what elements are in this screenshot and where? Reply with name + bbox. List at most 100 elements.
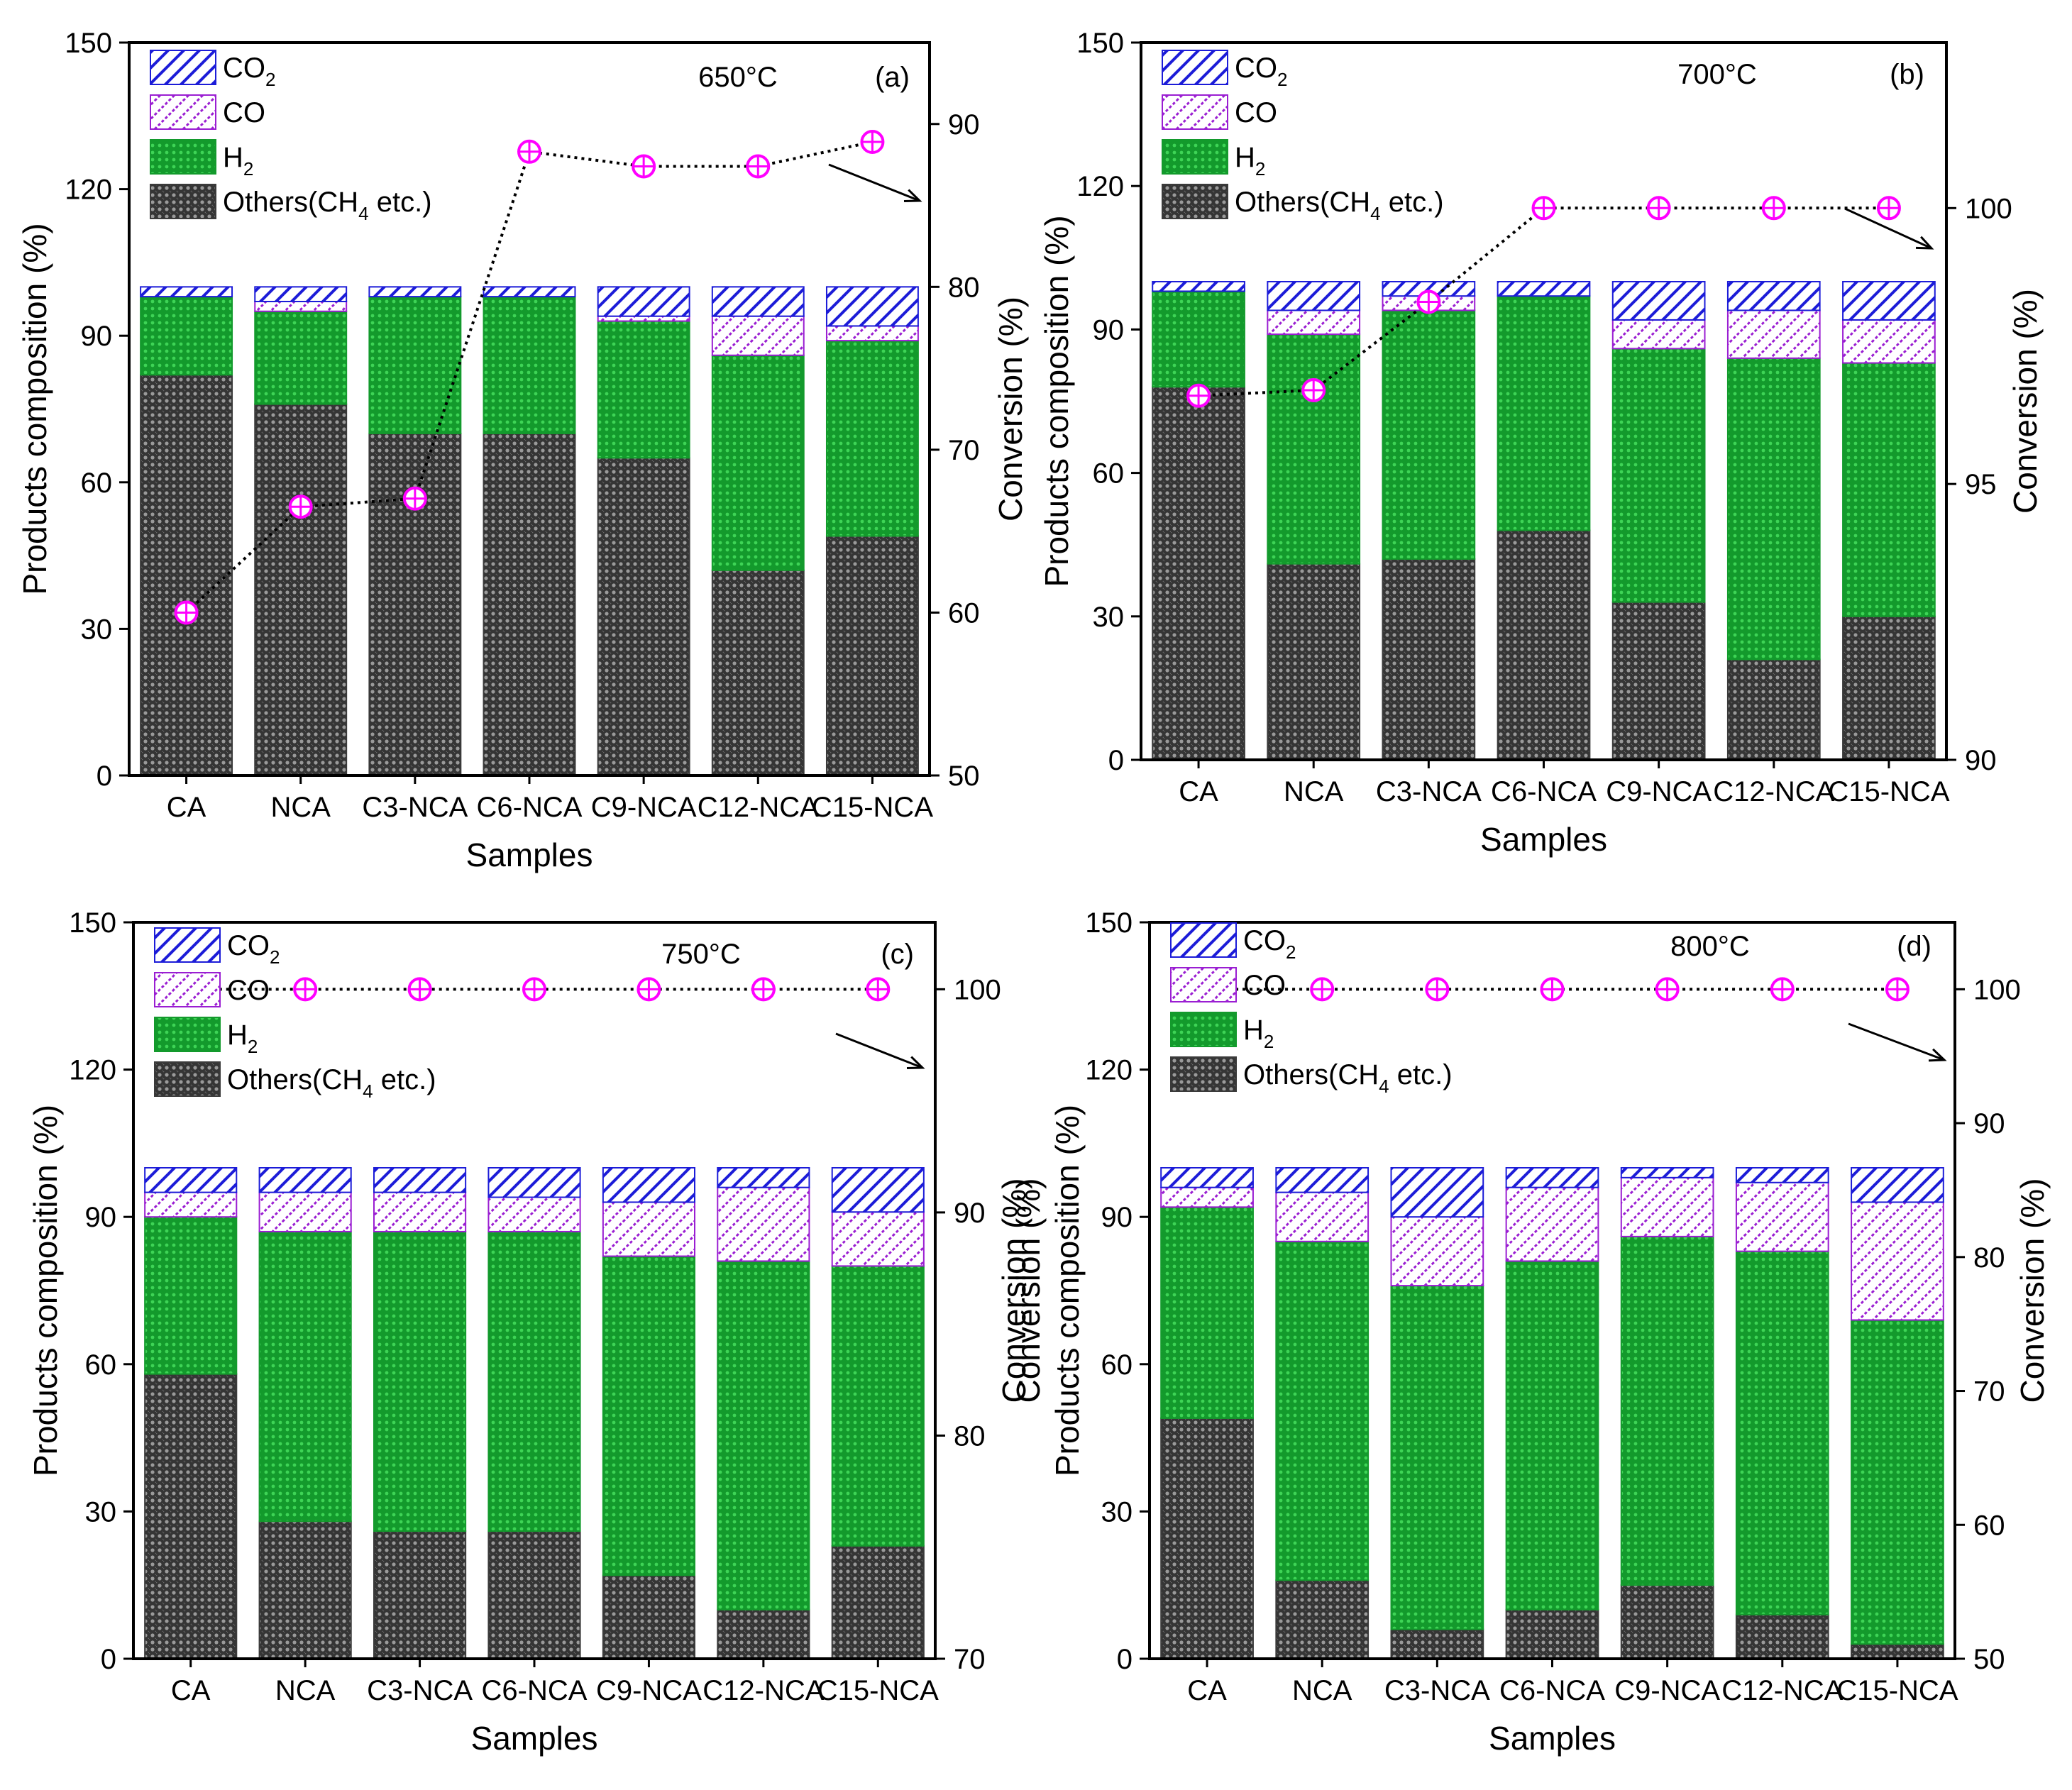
bar-h2-C3-NCA	[373, 1230, 467, 1532]
y-tick-label: 120	[1085, 1055, 1133, 1086]
x-tick-label: C6-NCA	[1491, 776, 1597, 807]
x-tick-label: NCA	[1284, 776, 1344, 807]
axis-arrow	[1848, 1022, 1945, 1061]
legend-label-h2: H2	[227, 1020, 258, 1057]
x-tick-label: C15-NCA	[1828, 776, 1949, 807]
conversion-marker-C3-NCA	[1416, 289, 1441, 314]
legend-label-co: CO	[1243, 970, 1286, 1001]
bar-h2-C9-NCA	[1620, 1235, 1714, 1586]
legend-label-others: Others(CH4 etc.)	[223, 187, 432, 224]
legend-swatch-h2	[150, 139, 216, 175]
bar-co2-NCA	[258, 1167, 352, 1193]
legend-label-h2: H2	[223, 142, 253, 179]
bar-co2-C9-NCA	[602, 1167, 695, 1203]
legend-swatch-co2	[150, 50, 216, 85]
panel-label: (b)	[1890, 59, 1924, 90]
bar-co-NCA	[254, 300, 348, 312]
y2-tick-label: 95	[1965, 469, 1997, 500]
legend-swatch-others	[154, 1061, 221, 1097]
bar-co-CA	[1160, 1186, 1254, 1208]
conversion-marker-C15-NCA	[1876, 196, 1901, 221]
conversion-marker-C9-NCA	[632, 154, 656, 179]
bar-others-C15-NCA	[825, 535, 919, 776]
bar-others-NCA	[1275, 1579, 1370, 1660]
axis-arrow-head	[1928, 1048, 1947, 1062]
x-tick-label: C9-NCA	[596, 1675, 702, 1706]
conversion-marker-C3-NCA	[407, 977, 432, 1002]
bar-co-C12-NCA	[711, 315, 805, 356]
bar-co-C3-NCA	[1390, 1216, 1484, 1287]
bar-co2-C15-NCA	[825, 286, 919, 327]
x-axis-label: Samples	[1489, 1720, 1616, 1757]
conversion-marker-C3-NCA	[402, 486, 427, 511]
y-tick-label: 150	[69, 907, 116, 939]
legend-label-co: CO	[1235, 97, 1277, 128]
bar-h2-C3-NCA	[1382, 309, 1476, 560]
bar-h2-C9-NCA	[597, 320, 690, 459]
y-axis-label: Products composition (%)	[27, 1105, 64, 1476]
bar-co2-C15-NCA	[1842, 281, 1936, 321]
conversion-marker-C9-NCA	[1655, 977, 1680, 1002]
x-tick-label: C6-NCA	[482, 1675, 588, 1706]
legend-label-others: Others(CH4 etc.)	[1243, 1059, 1453, 1097]
conversion-marker-C15-NCA	[866, 977, 891, 1002]
x-tick-label: C12-NCA	[1721, 1675, 1843, 1706]
y-axis-label: Products composition (%)	[1049, 1105, 1086, 1476]
temperature-label: 650°C	[698, 62, 778, 93]
legend-label-co2: CO2	[227, 930, 280, 968]
x-tick-label: C6-NCA	[477, 792, 583, 823]
x-axis-label: Samples	[1480, 821, 1607, 858]
conversion-marker-C15-NCA	[1885, 977, 1910, 1002]
legend-label-h2: H2	[1235, 142, 1265, 179]
bar-others-CA	[1152, 386, 1245, 761]
bar-h2-C12-NCA	[1735, 1250, 1829, 1615]
plot-frame	[1148, 921, 1956, 1660]
y-tick-label: 30	[81, 614, 113, 645]
conversion-marker-NCA	[1301, 377, 1326, 402]
legend-swatch-co2	[1170, 922, 1237, 958]
x-tick-label: CA	[171, 1675, 211, 1706]
bar-others-C15-NCA	[1842, 615, 1936, 761]
bar-co2-CA	[1160, 1167, 1254, 1188]
bar-co2-CA	[1152, 281, 1245, 292]
conversion-marker-NCA	[288, 495, 313, 519]
bar-co-C6-NCA	[487, 1196, 581, 1232]
bar-others-C12-NCA	[711, 569, 805, 776]
x-tick-label: C12-NCA	[702, 1675, 824, 1706]
legend-swatch-h2	[1170, 1012, 1237, 1047]
bar-others-C3-NCA	[1390, 1628, 1484, 1659]
conversion-marker-C6-NCA	[522, 977, 546, 1002]
axis-arrow-head	[906, 1056, 925, 1070]
bar-co-NCA	[1267, 309, 1361, 336]
bar-co2-C9-NCA	[1620, 1167, 1714, 1178]
y2-tick-label: 90	[1973, 1108, 2005, 1139]
bar-h2-CA	[1160, 1206, 1254, 1419]
bar-others-C12-NCA	[717, 1608, 810, 1660]
bar-h2-C12-NCA	[717, 1260, 810, 1611]
legend-swatch-co2	[154, 927, 221, 963]
y2-tick-label: 70	[1973, 1376, 2005, 1408]
panel-label: (d)	[1897, 931, 1932, 962]
bar-co-CA	[144, 1191, 238, 1218]
bar-others-CA	[140, 374, 233, 776]
y2-axis-label: Conversion (%)	[2007, 289, 2044, 514]
x-tick-label: C6-NCA	[1499, 1675, 1605, 1706]
bar-h2-C12-NCA	[711, 354, 805, 571]
x-tick-label: NCA	[1292, 1675, 1352, 1706]
conversion-marker-C12-NCA	[1761, 196, 1786, 221]
bar-others-C9-NCA	[1620, 1584, 1714, 1659]
bar-others-C9-NCA	[1611, 601, 1706, 761]
y2-tick-label: 90	[948, 109, 980, 140]
legend: CO2 CO H2 Others(CH4 etc.)	[1162, 50, 1444, 224]
legend-swatch-co	[154, 972, 221, 1007]
bar-h2-CA	[144, 1216, 238, 1375]
x-tick-label: NCA	[270, 792, 331, 823]
bar-others-C15-NCA	[831, 1545, 925, 1660]
axis-arrow-head	[1915, 236, 1934, 250]
bar-h2-C12-NCA	[1726, 357, 1821, 661]
bar-others-NCA	[1267, 563, 1361, 761]
conversion-marker-C12-NCA	[751, 977, 776, 1002]
bar-h2-C15-NCA	[1842, 362, 1936, 617]
temperature-label: 800°C	[1670, 931, 1750, 962]
